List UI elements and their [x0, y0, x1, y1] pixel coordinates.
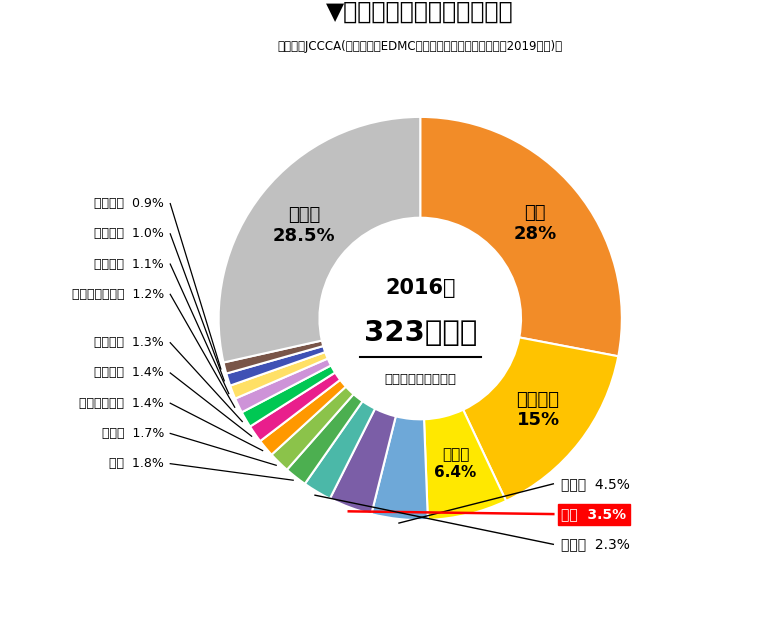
Text: ブラジル  1.3%: ブラジル 1.3% — [94, 336, 165, 349]
Wedge shape — [250, 372, 340, 441]
Text: ドイツ  2.3%: ドイツ 2.3% — [562, 538, 630, 551]
Wedge shape — [305, 401, 375, 499]
Wedge shape — [463, 338, 619, 501]
Text: ロシア  4.5%: ロシア 4.5% — [562, 477, 630, 491]
Text: イタリア  1.0%: イタリア 1.0% — [94, 228, 165, 240]
Text: 中国
28%: 中国 28% — [513, 204, 557, 243]
Text: インド
6.4%: インド 6.4% — [434, 448, 477, 480]
Text: 韓国  1.8%: 韓国 1.8% — [109, 457, 165, 470]
Text: オーストラリア  1.2%: オーストラリア 1.2% — [72, 288, 165, 301]
Text: 2016年: 2016年 — [385, 278, 456, 298]
Wedge shape — [236, 359, 331, 412]
Text: イギリス  1.1%: イギリス 1.1% — [94, 258, 165, 271]
Wedge shape — [371, 416, 428, 520]
Text: アメリカ
15%: アメリカ 15% — [516, 390, 560, 430]
Wedge shape — [230, 352, 328, 399]
Text: メキシコ  1.4%: メキシコ 1.4% — [94, 367, 165, 379]
Wedge shape — [261, 380, 346, 455]
Wedge shape — [271, 386, 353, 470]
Wedge shape — [226, 346, 325, 386]
Text: ▼　世界の二酸化炭素排出量: ▼ 世界の二酸化炭素排出量 — [326, 0, 514, 24]
Wedge shape — [218, 117, 420, 363]
Wedge shape — [424, 410, 506, 520]
Wedge shape — [287, 394, 363, 484]
Text: 日本  3.5%: 日本 3.5% — [562, 507, 626, 521]
Wedge shape — [224, 341, 323, 374]
Text: インドネシア  1.4%: インドネシア 1.4% — [80, 397, 165, 410]
Text: フランス  0.9%: フランス 0.9% — [94, 197, 165, 210]
Text: 323億トン: 323億トン — [363, 319, 477, 347]
Wedge shape — [330, 408, 395, 514]
Text: ［二酸化炭素換算］: ［二酸化炭素換算］ — [385, 372, 456, 386]
Text: ［出典：JCCCA(元データはEDMC／エネルギー・経済統計要覧2019年版)］: ［出典：JCCCA(元データはEDMC／エネルギー・経済統計要覧2019年版)］ — [278, 40, 563, 53]
Wedge shape — [420, 117, 622, 356]
Wedge shape — [242, 365, 335, 426]
Text: カナダ  1.7%: カナダ 1.7% — [102, 427, 165, 440]
Text: その他
28.5%: その他 28.5% — [272, 206, 335, 244]
